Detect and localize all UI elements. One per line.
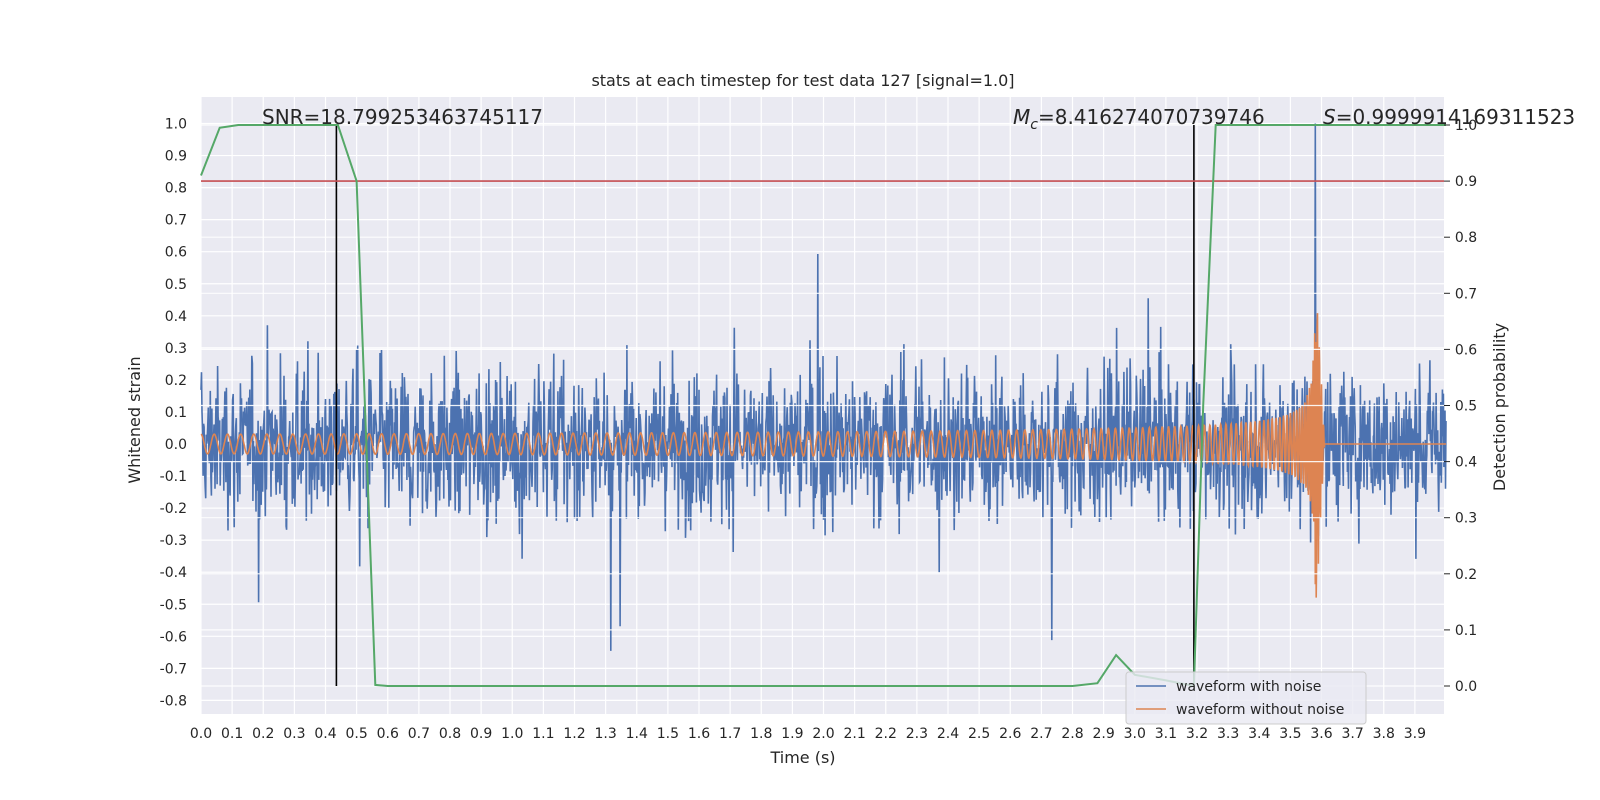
probability-symbol: S	[1323, 105, 1336, 129]
x-tick-label: 0.9	[470, 726, 492, 742]
x-tick-label: 3.3	[1217, 726, 1239, 742]
y-tick-label: 0.7	[165, 213, 187, 229]
y-tick-label: -0.2	[160, 501, 187, 517]
x-tick-label: 0.4	[314, 726, 336, 742]
y2-tick-label: 0.0	[1455, 679, 1477, 695]
x-tick-label: 2.2	[875, 726, 897, 742]
probability-value: =0.9999914169311523	[1336, 105, 1575, 129]
x-tick-label: 2.5	[968, 726, 990, 742]
x-tick-label: 3.8	[1373, 726, 1395, 742]
y-tick-label: 0.1	[165, 405, 187, 421]
legend-label-noisy: waveform with noise	[1176, 679, 1321, 695]
x-tick-label: 1.5	[657, 726, 679, 742]
y-tick-label: -0.3	[160, 533, 187, 549]
y2-tick-label: 0.7	[1455, 286, 1477, 302]
y-tick-label: 1.0	[165, 117, 187, 133]
y2-tick-label: 0.8	[1455, 230, 1477, 246]
x-axis-label: Time (s)	[769, 748, 835, 767]
y2-tick-label: 0.5	[1455, 399, 1477, 415]
y-tick-label: -0.1	[160, 469, 187, 485]
x-tick-label: 0.1	[221, 726, 243, 742]
x-tick-label: 3.2	[1186, 726, 1208, 742]
y2-axis-label: Detection probability	[1490, 323, 1509, 491]
y2-tick-label: 0.2	[1455, 567, 1477, 583]
y-tick-label: 0.2	[165, 373, 187, 389]
x-tick-label: 3.5	[1279, 726, 1301, 742]
y2-tick-label: 0.4	[1455, 455, 1477, 471]
snr-annotation: SNR=18.799253463745117	[262, 105, 543, 129]
y-tick-label: 0.9	[165, 149, 187, 165]
x-tick-label: 1.2	[563, 726, 585, 742]
x-tick-label: 2.6	[999, 726, 1021, 742]
x-tick-label: 3.9	[1404, 726, 1426, 742]
x-tick-label: 0.5	[345, 726, 367, 742]
series-detection-probability	[200, 124, 1446, 688]
y-tick-label: -0.7	[160, 661, 187, 677]
x-tick-label: 3.7	[1341, 726, 1363, 742]
y2-tick-label: 0.6	[1455, 342, 1477, 358]
x-tick-label: 0.6	[377, 726, 399, 742]
y-tick-label: 0.4	[165, 309, 187, 325]
x-tick-label: 0.3	[283, 726, 305, 742]
y-tick-label: 0.6	[165, 245, 187, 261]
x-tick-label: 3.4	[1248, 726, 1270, 742]
x-tick-label: 1.8	[750, 726, 772, 742]
y-tick-label: 0.3	[165, 341, 187, 357]
x-tick-label: 1.1	[532, 726, 554, 742]
x-tick-label: 2.9	[1092, 726, 1114, 742]
x-tick-label: 2.1	[843, 726, 865, 742]
x-tick-label: 3.0	[1124, 726, 1146, 742]
x-tick-label: 2.7	[1030, 726, 1052, 742]
legend: waveform with noise waveform without noi…	[1125, 671, 1367, 725]
y-tick-label: 0.8	[165, 181, 187, 197]
y-tick-label: -0.6	[160, 629, 187, 645]
chart-title: stats at each timestep for test data 127…	[591, 71, 1014, 90]
y-tick-label: -0.5	[160, 597, 187, 613]
x-tick-label: 2.3	[906, 726, 928, 742]
x-tick-label: 0.7	[408, 726, 430, 742]
y-tick-label: -0.8	[160, 693, 187, 709]
x-tick-label: 1.4	[626, 726, 648, 742]
legend-label-clean: waveform without noise	[1176, 702, 1344, 718]
x-tick-label: 0.8	[439, 726, 461, 742]
y2-tick-label: 0.1	[1455, 623, 1477, 639]
x-tick-label: 1.9	[781, 726, 803, 742]
x-tick-label: 0.2	[252, 726, 274, 742]
x-tick-label: 3.6	[1310, 726, 1332, 742]
chirp-mass-annotation: Mc=8.416274070739746	[1013, 105, 1265, 133]
legend-box	[1125, 671, 1367, 725]
series-waveform-without-noise	[200, 313, 1446, 598]
x-tick-label: 2.4	[937, 726, 959, 742]
chirp-mass-symbol: M	[1013, 105, 1030, 129]
x-tick-label: 1.3	[594, 726, 616, 742]
chirp-mass-value: =8.416274070739746	[1038, 105, 1265, 129]
chirp-mass-subscript: c	[1030, 117, 1038, 133]
probability-annotation: S=0.9999914169311523	[1323, 105, 1575, 129]
y-tick-label: -0.4	[160, 565, 187, 581]
x-tick-label: 1.7	[719, 726, 741, 742]
x-tick-label: 3.1	[1155, 726, 1177, 742]
y2-tick-label: 0.9	[1455, 174, 1477, 190]
x-tick-label: 0.0	[190, 726, 212, 742]
y2-tick-label: 0.3	[1455, 511, 1477, 527]
x-tick-label: 2.8	[1061, 726, 1083, 742]
y-tick-label: 0.0	[165, 437, 187, 453]
x-tick-label: 1.0	[501, 726, 523, 742]
x-tick-label: 1.6	[688, 726, 710, 742]
y2-tick-label: 1.0	[1455, 118, 1477, 134]
y-axis-label: Whitened strain	[125, 356, 144, 483]
x-tick-label: 2.0	[812, 726, 834, 742]
y-tick-label: 0.5	[165, 277, 187, 293]
